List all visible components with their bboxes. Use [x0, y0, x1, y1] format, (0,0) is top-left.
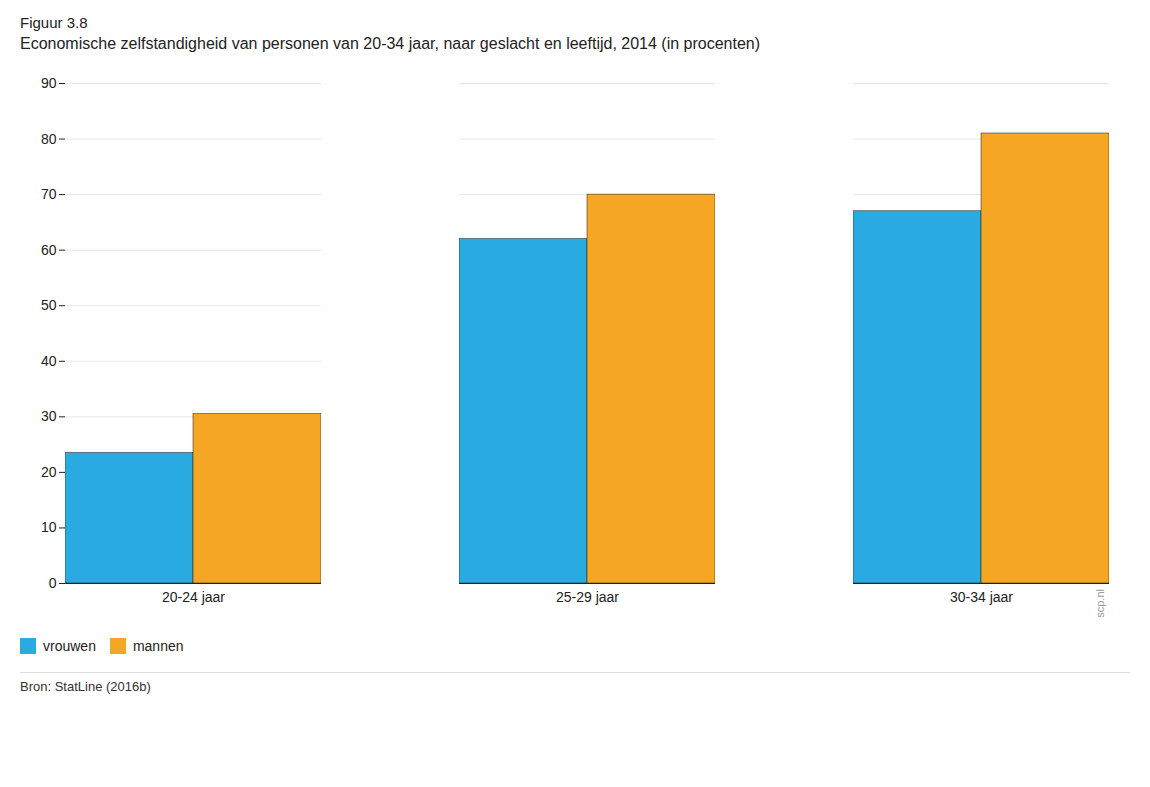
svg-text:0: 0: [49, 575, 57, 591]
html-text:vrouwen: vrouwen: [43, 637, 96, 654]
html-text:Figuur 3.8: Figuur 3.8: [20, 14, 88, 31]
svg-text:40: 40: [41, 353, 57, 369]
svg-text:50: 50: [41, 297, 57, 313]
svg-text:30: 30: [41, 408, 57, 424]
svg-text:30-34 jaar: 30-34 jaar: [950, 589, 1013, 605]
html-text:scp.nl: scp.nl: [1094, 589, 1106, 618]
html-text:mannen: mannen: [132, 637, 184, 654]
svg-text:20: 20: [41, 464, 57, 480]
svg-text:10: 10: [41, 519, 57, 535]
html-text:Bron: StatLine (2016b): Bron: StatLine (2016b): [20, 679, 151, 694]
svg-text:60: 60: [41, 242, 57, 258]
svg-text:70: 70: [41, 186, 57, 202]
svg-text:90: 90: [41, 75, 57, 91]
svg-text:80: 80: [41, 131, 57, 147]
html-text:Economische zelfstandigheid va: Economische zelfstandigheid van personen…: [20, 35, 760, 52]
svg-text:25-29 jaar: 25-29 jaar: [556, 589, 619, 605]
svg-text:20-24 jaar: 20-24 jaar: [162, 589, 225, 605]
